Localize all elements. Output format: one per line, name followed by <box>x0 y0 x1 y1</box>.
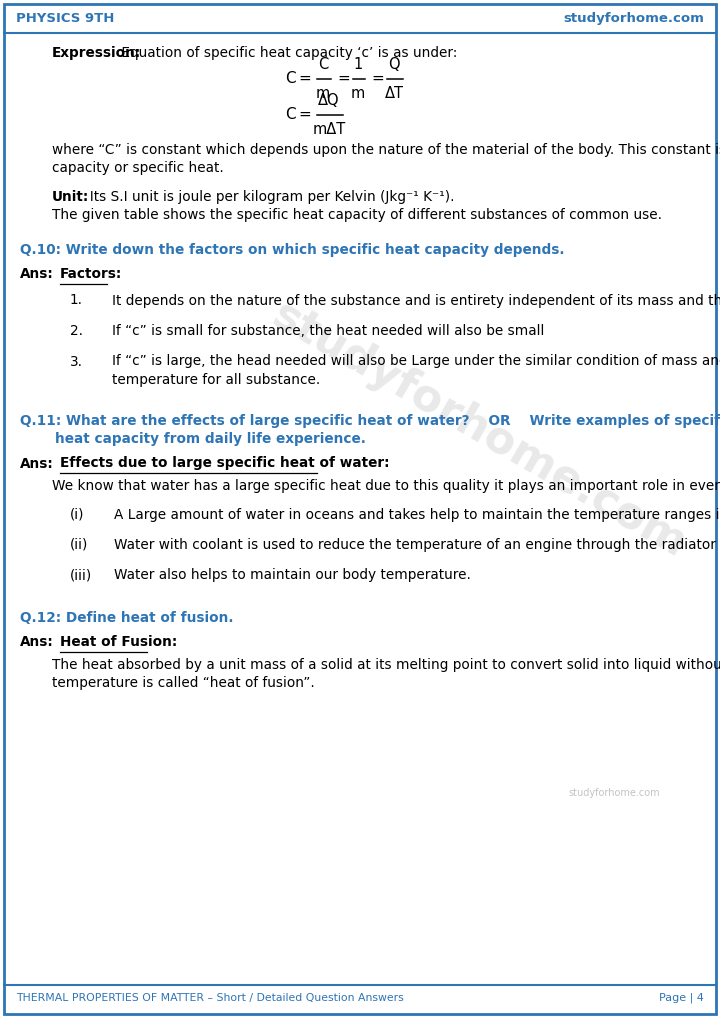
Text: studyforhome.com: studyforhome.com <box>563 11 704 24</box>
Text: m: m <box>351 86 365 101</box>
Text: We know that water has a large specific heat due to this quality it plays an imp: We know that water has a large specific … <box>52 479 720 493</box>
Text: Equation of specific heat capacity ‘c’ is as under:: Equation of specific heat capacity ‘c’ i… <box>117 46 457 60</box>
Text: heat capacity from daily life experience.: heat capacity from daily life experience… <box>55 432 366 446</box>
Text: capacity or specific heat.: capacity or specific heat. <box>52 161 224 175</box>
Text: (i): (i) <box>70 508 84 521</box>
Text: Q.12: Define heat of fusion.: Q.12: Define heat of fusion. <box>20 611 233 625</box>
Text: Ans:: Ans: <box>20 267 54 281</box>
Text: ΔT: ΔT <box>384 86 403 101</box>
Text: =: = <box>371 71 384 86</box>
Text: C: C <box>318 57 328 71</box>
Text: mΔT: mΔT <box>312 121 346 136</box>
Text: The given table shows the specific heat capacity of different substances of comm: The given table shows the specific heat … <box>52 208 662 222</box>
Text: Ans:: Ans: <box>20 456 54 470</box>
Text: temperature for all substance.: temperature for all substance. <box>112 373 320 387</box>
Text: THERMAL PROPERTIES OF MATTER – Short / Detailed Question Answers: THERMAL PROPERTIES OF MATTER – Short / D… <box>16 993 404 1003</box>
Text: The heat absorbed by a unit mass of a solid at its melting point to convert soli: The heat absorbed by a unit mass of a so… <box>52 658 720 672</box>
Text: Unit:: Unit: <box>52 189 89 204</box>
Text: =: = <box>337 71 350 86</box>
Text: Q.11: What are the effects of large specific heat of water?    OR    Write examp: Q.11: What are the effects of large spec… <box>20 413 720 428</box>
Text: 1.: 1. <box>70 293 83 307</box>
Text: Page | 4: Page | 4 <box>659 993 704 1004</box>
Text: Q.10: Write down the factors on which specific heat capacity depends.: Q.10: Write down the factors on which sp… <box>20 242 564 257</box>
Text: Its S.I unit is joule per kilogram per Kelvin (Jkg⁻¹ K⁻¹).: Its S.I unit is joule per kilogram per K… <box>81 189 455 204</box>
Text: studyforhome.com: studyforhome.com <box>265 293 695 566</box>
Text: (iii): (iii) <box>70 568 92 582</box>
Text: m: m <box>316 86 330 101</box>
Text: where “C” is constant which depends upon the nature of the material of the body.: where “C” is constant which depends upon… <box>52 143 720 157</box>
Text: temperature is called “heat of fusion”.: temperature is called “heat of fusion”. <box>52 677 315 690</box>
Text: Heat of Fusion:: Heat of Fusion: <box>60 635 177 649</box>
Text: ΔQ: ΔQ <box>318 93 340 108</box>
Text: (ii): (ii) <box>70 538 89 552</box>
Text: It depends on the nature of the substance and is entirety independent of its mas: It depends on the nature of the substanc… <box>112 293 720 307</box>
Text: studyforhome.com: studyforhome.com <box>568 788 660 798</box>
Text: Q: Q <box>388 57 400 71</box>
Text: If “c” is large, the head needed will also be Large under the similar condition : If “c” is large, the head needed will al… <box>112 354 720 369</box>
Text: If “c” is small for substance, the heat needed will also be small: If “c” is small for substance, the heat … <box>112 324 544 338</box>
Text: 2.: 2. <box>70 324 83 338</box>
Text: 1: 1 <box>354 57 363 71</box>
Text: PHYSICS 9TH: PHYSICS 9TH <box>16 11 114 24</box>
Text: 3.: 3. <box>70 354 83 369</box>
Text: Factors:: Factors: <box>60 267 122 281</box>
Text: Ans:: Ans: <box>20 635 54 649</box>
Text: A Large amount of water in oceans and takes help to maintain the temperature ran: A Large amount of water in oceans and ta… <box>114 508 720 521</box>
Text: Expression:: Expression: <box>52 46 141 60</box>
Text: Effects due to large specific heat of water:: Effects due to large specific heat of wa… <box>60 456 390 470</box>
Text: =: = <box>298 71 311 86</box>
Text: C: C <box>285 71 296 86</box>
Text: Water also helps to maintain our body temperature.: Water also helps to maintain our body te… <box>114 568 471 582</box>
Text: C: C <box>285 107 296 122</box>
Text: Water with coolant is used to reduce the temperature of an engine through the ra: Water with coolant is used to reduce the… <box>114 538 720 552</box>
Text: =: = <box>298 107 311 122</box>
